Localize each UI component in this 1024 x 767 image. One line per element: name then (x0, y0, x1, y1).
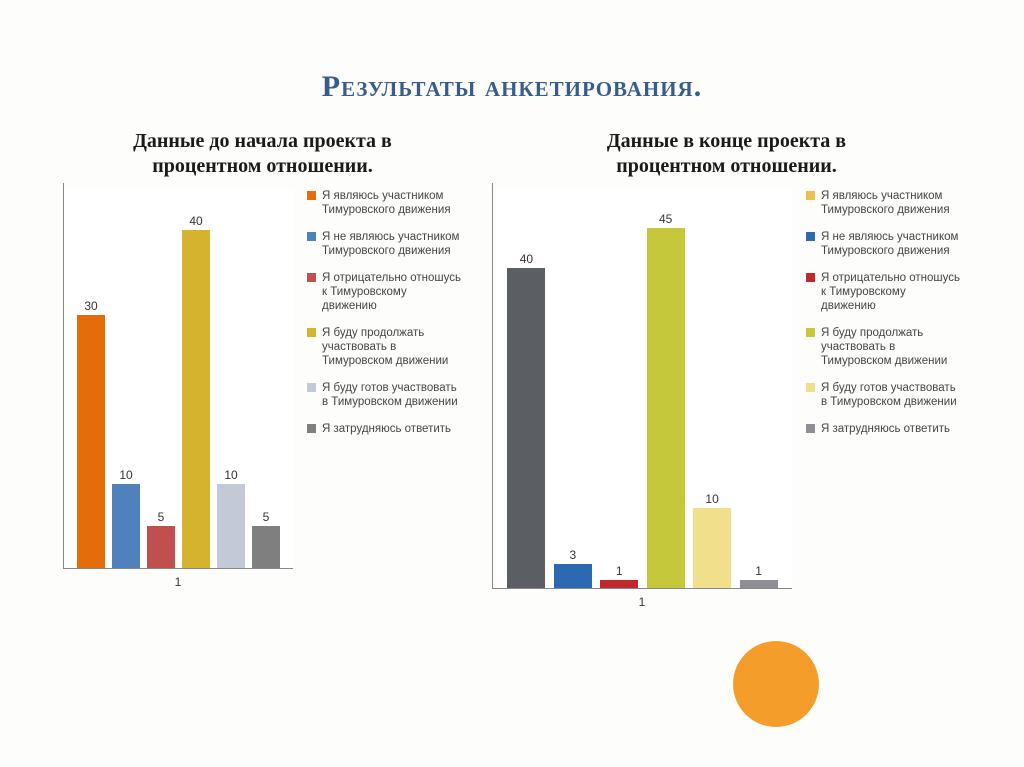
legend-item: Я буду продолжать участвовать в Тимуровс… (806, 326, 961, 369)
bar: 40 (182, 189, 210, 568)
legend-label: Я затрудняюсь ответить (322, 422, 451, 436)
legend-swatch (806, 273, 815, 282)
bar-rect (252, 526, 280, 568)
bar-value-label: 10 (705, 493, 718, 505)
legend-label: Я являюсь участником Тимуровского движен… (821, 189, 961, 218)
legend-item: Я затрудняюсь ответить (307, 422, 462, 436)
chart-body: 30 10 5 40 10 5 1 Я являюсь участником Тимуро… (63, 189, 462, 589)
legend-item: Я буду готов участвовать в Тимуровском д… (806, 381, 961, 410)
bar-rect (182, 230, 210, 568)
legend-item: Я буду продолжать участвовать в Тимуровс… (307, 326, 462, 369)
bar-value-label: 40 (520, 253, 533, 265)
x-axis-label: 1 (175, 575, 182, 589)
bar: 10 (112, 189, 140, 568)
legend: Я являюсь участником Тимуровского движен… (806, 189, 961, 448)
bar-value-label: 1 (755, 565, 762, 577)
bar-value-label: 10 (224, 469, 237, 481)
bar: 1 (600, 189, 638, 588)
legend-label: Я буду продолжать участвовать в Тимуровс… (821, 326, 961, 369)
bar: 45 (647, 189, 685, 588)
bar: 10 (217, 189, 245, 568)
legend-item: Я не являюсь участником Тимуровского дви… (806, 230, 961, 259)
plot-area: 40 3 1 45 10 1 (492, 189, 792, 589)
x-axis-label: 1 (639, 595, 646, 609)
legend-label: Я затрудняюсь ответить (821, 422, 950, 436)
legend-item: Я отрицательно отношусь к Тимуровскому д… (307, 271, 462, 314)
bar-value-label: 10 (119, 469, 132, 481)
bar-value-label: 5 (263, 511, 270, 523)
plot-region: 30 10 5 40 10 5 1 (63, 189, 293, 589)
chart-title: Данные в конце проекта в процентном отно… (572, 129, 882, 179)
legend-swatch (806, 328, 815, 337)
bar-rect (147, 526, 175, 568)
bar: 5 (252, 189, 280, 568)
legend-swatch (307, 232, 316, 241)
page-title: Результаты анкетирования. (0, 0, 1024, 129)
chart-panel-before: Данные до начала проекта в процентном от… (63, 129, 462, 609)
legend-item: Я являюсь участником Тимуровского движен… (307, 189, 462, 218)
chart-title: Данные до начала проекта в процентном от… (108, 129, 418, 179)
legend-swatch (806, 232, 815, 241)
bar: 30 (77, 189, 105, 568)
legend-swatch (307, 424, 316, 433)
legend-item: Я буду готов участвовать в Тимуровском д… (307, 381, 462, 410)
bar: 5 (147, 189, 175, 568)
bar: 3 (554, 189, 592, 588)
bar-rect (554, 564, 592, 588)
legend-swatch (806, 191, 815, 200)
bar-rect (112, 484, 140, 568)
bar-rect (740, 580, 778, 588)
bar-rect (693, 508, 731, 588)
bar-value-label: 40 (189, 215, 202, 227)
legend-item: Я отрицательно отношусь к Тимуровскому д… (806, 271, 961, 314)
legend-swatch (307, 273, 316, 282)
bar: 40 (507, 189, 545, 588)
legend-item: Я не являюсь участником Тимуровского дви… (307, 230, 462, 259)
bar-rect (507, 268, 545, 588)
bar-value-label: 45 (659, 213, 672, 225)
legend-swatch (806, 383, 815, 392)
chart-body: 40 3 1 45 10 1 1 Я являюсь участником Тимуров… (492, 189, 961, 609)
bar: 10 (693, 189, 731, 588)
bar: 1 (740, 189, 778, 588)
charts-row: Данные до начала проекта в процентном от… (0, 129, 1024, 609)
bar-rect (647, 228, 685, 588)
decorative-circle (733, 641, 819, 727)
plot-area: 30 10 5 40 10 5 (63, 189, 293, 569)
legend-item: Я являюсь участником Тимуровского движен… (806, 189, 961, 218)
chart-panel-after: Данные в конце проекта в процентном отно… (492, 129, 961, 609)
bars-container: 30 10 5 40 10 5 (64, 189, 293, 568)
legend-swatch (307, 191, 316, 200)
legend-label: Я буду продолжать участвовать в Тимуровс… (322, 326, 462, 369)
legend-item: Я затрудняюсь ответить (806, 422, 961, 436)
legend-label: Я отрицательно отношусь к Тимуровскому д… (322, 271, 462, 314)
legend-swatch (307, 383, 316, 392)
bar-value-label: 5 (158, 511, 165, 523)
bar-rect (217, 484, 245, 568)
legend-label: Я не являюсь участником Тимуровского дви… (322, 230, 462, 259)
legend-swatch (806, 424, 815, 433)
bar-value-label: 3 (570, 549, 577, 561)
bar-value-label: 30 (84, 300, 97, 312)
legend: Я являюсь участником Тимуровского движен… (307, 189, 462, 448)
legend-label: Я отрицательно отношусь к Тимуровскому д… (821, 271, 961, 314)
legend-label: Я буду готов участвовать в Тимуровском д… (322, 381, 462, 410)
plot-region: 40 3 1 45 10 1 1 (492, 189, 792, 609)
bar-rect (77, 315, 105, 568)
legend-label: Я являюсь участником Тимуровского движен… (322, 189, 462, 218)
legend-swatch (307, 328, 316, 337)
legend-label: Я не являюсь участником Тимуровского дви… (821, 230, 961, 259)
bars-container: 40 3 1 45 10 1 (493, 189, 792, 588)
bar-value-label: 1 (616, 565, 623, 577)
bar-rect (600, 580, 638, 588)
legend-label: Я буду готов участвовать в Тимуровском д… (821, 381, 961, 410)
